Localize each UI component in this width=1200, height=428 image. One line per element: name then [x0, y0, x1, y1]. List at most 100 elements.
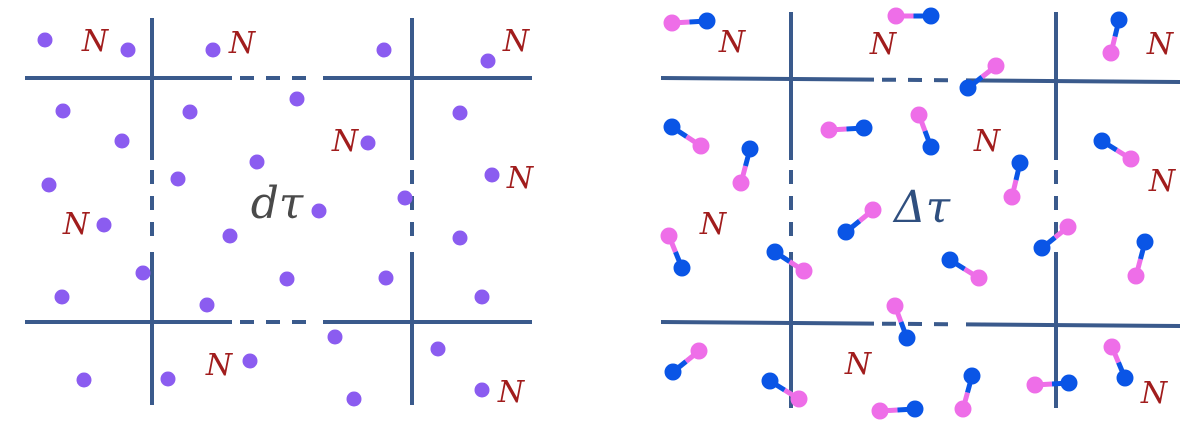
molecule-blue-atom [1110, 11, 1128, 29]
particle-count-label: N [1140, 376, 1169, 411]
molecule-blue-atom [922, 7, 940, 25]
molecule-blue-atom [1093, 132, 1111, 150]
molecule [1026, 374, 1078, 394]
molecule [1003, 154, 1029, 206]
molecule [959, 57, 1005, 97]
molecule-blue-atom [1011, 154, 1029, 172]
molecule-blue-atom [663, 118, 681, 136]
molecule-pink-atom [887, 7, 905, 25]
molecule-pink-atom [795, 262, 813, 280]
atom-dot [55, 103, 71, 119]
grid-line [660, 76, 875, 82]
molecule-blue-atom [761, 372, 779, 390]
molecule-pink-atom [1127, 267, 1145, 285]
atom-dot [76, 372, 92, 388]
molecule-pink-atom [663, 14, 681, 32]
particle-count-label: N [81, 24, 110, 59]
molecule-pink-atom [970, 269, 988, 287]
molecule-pink-atom [871, 402, 889, 420]
molecule-pink-atom [1103, 338, 1121, 356]
particle-count-label: N [497, 375, 526, 410]
molecule-pink-atom [886, 297, 904, 315]
molecule-pink-atom [910, 106, 928, 124]
molecule-blue-atom [766, 243, 784, 261]
right-panel-molecules: N N N N N N N N [660, 7, 1181, 420]
molecule [663, 12, 716, 32]
atom-dot [430, 341, 446, 357]
atom-dot [249, 154, 265, 170]
particle-count-label: N [506, 161, 535, 196]
atom-dot [170, 171, 186, 187]
atom-dot [360, 135, 376, 151]
molecule-pink-atom [1026, 376, 1044, 394]
molecule [663, 118, 710, 155]
atom-dot [474, 289, 490, 305]
molecule-pink-atom [1003, 188, 1021, 206]
molecule [660, 227, 691, 277]
molecule [732, 140, 759, 192]
atom-dot [182, 104, 198, 120]
molecule [871, 400, 924, 420]
molecule [954, 367, 981, 418]
atom-dot [160, 371, 176, 387]
molecule [820, 119, 873, 139]
particle-count-label: N [331, 124, 360, 159]
atom-dot [311, 203, 327, 219]
atom-dot [474, 382, 490, 398]
atom-dot [205, 42, 221, 58]
atom-dot [96, 217, 112, 233]
atom-dot [480, 53, 496, 69]
molecule-pink-atom [1102, 44, 1120, 62]
grid-line [965, 78, 1181, 84]
atom-dot [327, 329, 343, 345]
molecule [837, 201, 882, 241]
atom-dot [378, 270, 394, 286]
molecule-blue-atom [673, 259, 691, 277]
atom-dot [199, 297, 215, 313]
grid-line-dashed [881, 321, 959, 327]
molecule-pink-atom [690, 342, 708, 360]
molecule [910, 106, 940, 156]
particle-count-label: N [869, 27, 898, 62]
grid-line-dashed [881, 77, 959, 83]
atom-dot [484, 167, 500, 183]
molecule [664, 342, 708, 381]
grid-line [660, 320, 875, 326]
molecule-pink-atom [692, 137, 710, 155]
molecule [1033, 218, 1077, 257]
molecule-blue-atom [741, 140, 759, 158]
atom-dot [289, 91, 305, 107]
particle-count-label: N [228, 26, 257, 61]
molecule-blue-atom [1060, 374, 1078, 392]
molecule-blue-atom [959, 79, 977, 97]
molecule-pink-atom [660, 227, 678, 245]
atom-dot [279, 271, 295, 287]
molecule-pink-atom [820, 121, 838, 139]
molecule [766, 243, 813, 280]
particle-count-label: N [718, 25, 747, 60]
molecule-blue-atom [664, 363, 682, 381]
molecule-blue-atom [855, 119, 873, 137]
molecule-blue-atom [698, 12, 716, 30]
particle-count-label: N [973, 124, 1002, 159]
atom-dot [452, 105, 468, 121]
left-panel-atoms: N N N N N N N N [25, 18, 535, 410]
atom-dot [114, 133, 130, 149]
molecule-blue-atom [963, 367, 981, 385]
grid-line [965, 322, 1181, 328]
volume-label-d-tau: dτ [251, 178, 304, 229]
particle-count-label: N [205, 348, 234, 383]
atom-dot [135, 265, 151, 281]
molecule [1102, 11, 1128, 62]
molecule [887, 7, 940, 25]
particle-count-label: N [1146, 27, 1175, 62]
molecule-blue-atom [941, 251, 959, 269]
atom-dot [41, 177, 57, 193]
molecule-blue-atom [906, 400, 924, 418]
atom-dot [242, 353, 258, 369]
atom-dot [120, 42, 136, 58]
molecule-pink-atom [790, 390, 808, 408]
molecule-pink-atom [864, 201, 882, 219]
